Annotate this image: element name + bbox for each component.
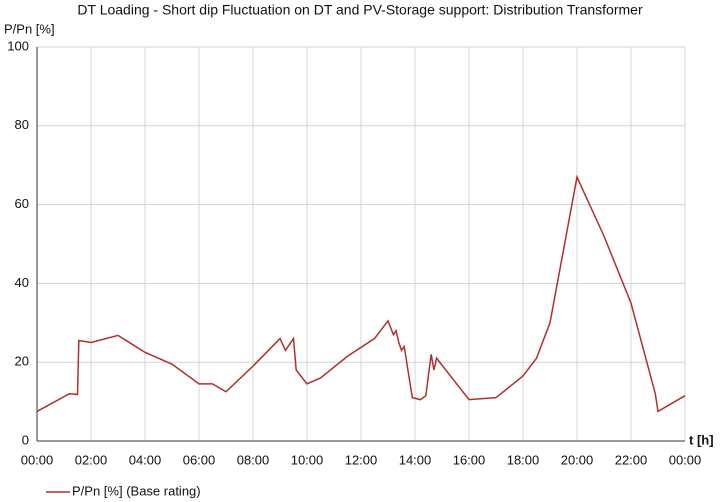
x-tick-label: 20:00	[561, 452, 594, 467]
y-tick-label: 100	[7, 38, 29, 53]
x-tick-label: 08:00	[237, 452, 270, 467]
legend-label: P/Pn [%] (Base rating)	[72, 483, 201, 498]
x-tick-label: 04:00	[129, 452, 162, 467]
x-tick-label: 14:00	[399, 452, 432, 467]
x-tick-label: 18:00	[507, 452, 540, 467]
x-tick-label: 12:00	[345, 452, 378, 467]
y-tick-label: 0	[22, 432, 29, 447]
y-axis-label: P/Pn [%]	[4, 21, 55, 36]
x-axis-label: t [h]	[689, 432, 714, 447]
x-tick-label: 00:00	[669, 452, 702, 467]
y-tick-label: 60	[15, 196, 29, 211]
data-line	[36, 174, 686, 413]
x-tick-label: 02:00	[75, 452, 108, 467]
x-tick-label: 22:00	[615, 452, 648, 467]
x-tick-label: 06:00	[183, 452, 216, 467]
y-tick-label: 20	[15, 354, 29, 369]
y-tick-label: 40	[15, 275, 29, 290]
y-tick-label: 80	[15, 117, 29, 132]
x-tick-label: 16:00	[453, 452, 486, 467]
x-tick-label: 00:00	[21, 452, 54, 467]
x-tick-label: 10:00	[291, 452, 324, 467]
chart-title: DT Loading - Short dip Fluctuation on DT…	[77, 2, 643, 18]
